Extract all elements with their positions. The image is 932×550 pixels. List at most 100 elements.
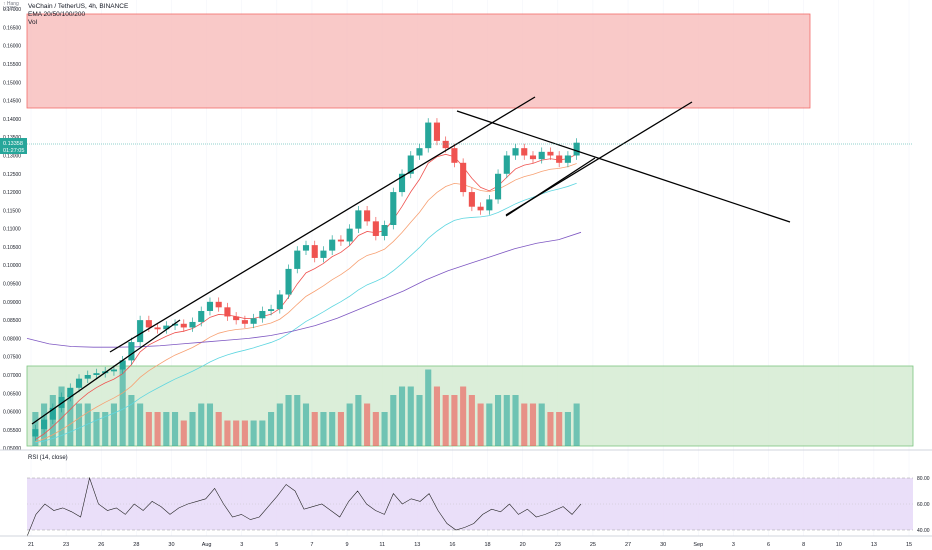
candle-body (468, 192, 475, 207)
candle-body (171, 323, 179, 326)
y-tick-label: 0.10000 (3, 263, 21, 269)
y-tick-label: 0.17000 (3, 7, 21, 13)
volume-indicator-label[interactable]: Vol (28, 19, 38, 26)
candle-body (320, 250, 327, 258)
volume-bar (486, 403, 493, 446)
axis-unit-label: ↑ Hang USDT (3, 2, 19, 12)
candle-body (189, 321, 196, 328)
volume-bar (346, 403, 353, 446)
volume-bar (364, 403, 371, 446)
volume-bar (381, 412, 388, 446)
y-tick-label: 0.12000 (3, 190, 21, 196)
candle-body (425, 122, 432, 149)
trendlines (31, 96, 791, 425)
volume-bar (512, 395, 519, 446)
candle-body (137, 320, 144, 343)
volume-bar (241, 420, 248, 446)
candle-body (451, 148, 458, 163)
trendline-ascending-lower[interactable] (31, 319, 181, 425)
price-tag-value: 0.13358 (3, 141, 23, 147)
volume-bar (390, 395, 397, 446)
volume-bar (93, 412, 100, 446)
volume-bar (145, 412, 152, 446)
candle-body (556, 155, 563, 163)
candle-body (32, 429, 39, 437)
trendline-ascending-channel-upper[interactable] (109, 96, 536, 353)
trendline-triangle-upper[interactable] (505, 157, 596, 217)
candle-body (154, 327, 161, 330)
resistance-zone[interactable] (26, 13, 811, 109)
volume-bar (276, 403, 283, 446)
candle-body (407, 155, 414, 174)
x-tick-label: 3 (732, 542, 735, 548)
volume-bar (294, 395, 301, 446)
candle-body (285, 268, 292, 295)
x-tick-label: 30 (660, 542, 666, 548)
volume-bar (215, 412, 222, 446)
y-tick-label: 0.12500 (3, 172, 21, 178)
candle-body (486, 199, 493, 211)
volume-bar (102, 412, 109, 446)
x-tick-label: 20 (520, 542, 526, 548)
volume-bar (163, 412, 170, 446)
y-tick-label: 0.06000 (3, 410, 21, 416)
x-tick-label: 11 (379, 542, 385, 548)
x-tick-label: 28 (133, 542, 139, 548)
y-tick-label: 0.16000 (3, 44, 21, 50)
candle-body (529, 155, 537, 160)
candle-body (573, 142, 580, 156)
candle-body (433, 122, 441, 141)
candle-body (294, 250, 301, 269)
volume-bar (311, 412, 318, 446)
candle-body (180, 323, 187, 328)
volume-bar (398, 386, 406, 446)
x-tick-label: Sep (693, 542, 703, 548)
candle-body (224, 307, 231, 317)
rsi-axis: 80.00 60.00 40.00 (917, 476, 930, 534)
y-tick-label: 0.05000 (3, 446, 21, 452)
x-tick-label: 21 (28, 542, 34, 548)
x-tick-label: 10 (836, 542, 842, 548)
volume-bar (137, 403, 144, 446)
x-tick-label: 7 (310, 542, 313, 548)
x-tick-label: 26 (98, 542, 104, 548)
volume-bar (75, 403, 83, 446)
candle-body (460, 162, 467, 193)
y-tick-label: 0.11000 (3, 227, 21, 233)
candle-body (119, 360, 126, 370)
price-axis: 0.17000 0.16500 0.16000 0.15500 0.15000 0.145… (3, 7, 21, 452)
candle-body (564, 155, 571, 163)
trendline-descending[interactable] (456, 110, 791, 223)
candle-body (372, 221, 379, 236)
rsi-indicator-label[interactable]: RSI (14, close) (28, 455, 68, 461)
x-tick-label: 27 (625, 542, 631, 548)
volume-bar (58, 386, 65, 446)
volume-bar (250, 420, 257, 446)
candle-body (250, 318, 257, 324)
volume-bar (128, 395, 135, 446)
volume-bar (425, 369, 432, 446)
candle-body (259, 310, 266, 319)
volume-bar (268, 412, 275, 446)
symbol-title[interactable]: VeChain / TetherUS, 4h, BINANCE (28, 3, 129, 10)
candle-body (538, 151, 545, 160)
volume-bar (495, 395, 502, 446)
rsi-level-label: 80.00 (917, 476, 930, 482)
volume-bar (224, 420, 231, 446)
y-tick-label: 0.14500 (3, 99, 21, 105)
volume-bar (337, 412, 344, 446)
x-tick-label: 3 (240, 542, 243, 548)
time-axis: 21 23 26 28 30 Aug 3 5 7 9 11 13 16 18 20 23 25 27 30 Sep 3 6… (28, 542, 912, 548)
rsi-pane (26, 476, 913, 537)
candle-body (41, 419, 48, 430)
x-tick-label: 15 (906, 542, 912, 548)
ema-indicator-label[interactable]: EMA 20/50/100/200 (28, 11, 86, 18)
ema20-line (35, 153, 577, 440)
volume-bar (407, 386, 414, 446)
volume-bar (198, 403, 205, 446)
x-tick-label: 9 (346, 542, 349, 548)
candle-body (512, 148, 519, 156)
y-tick-label: 0.09500 (3, 282, 21, 288)
volume-bar (451, 395, 458, 446)
